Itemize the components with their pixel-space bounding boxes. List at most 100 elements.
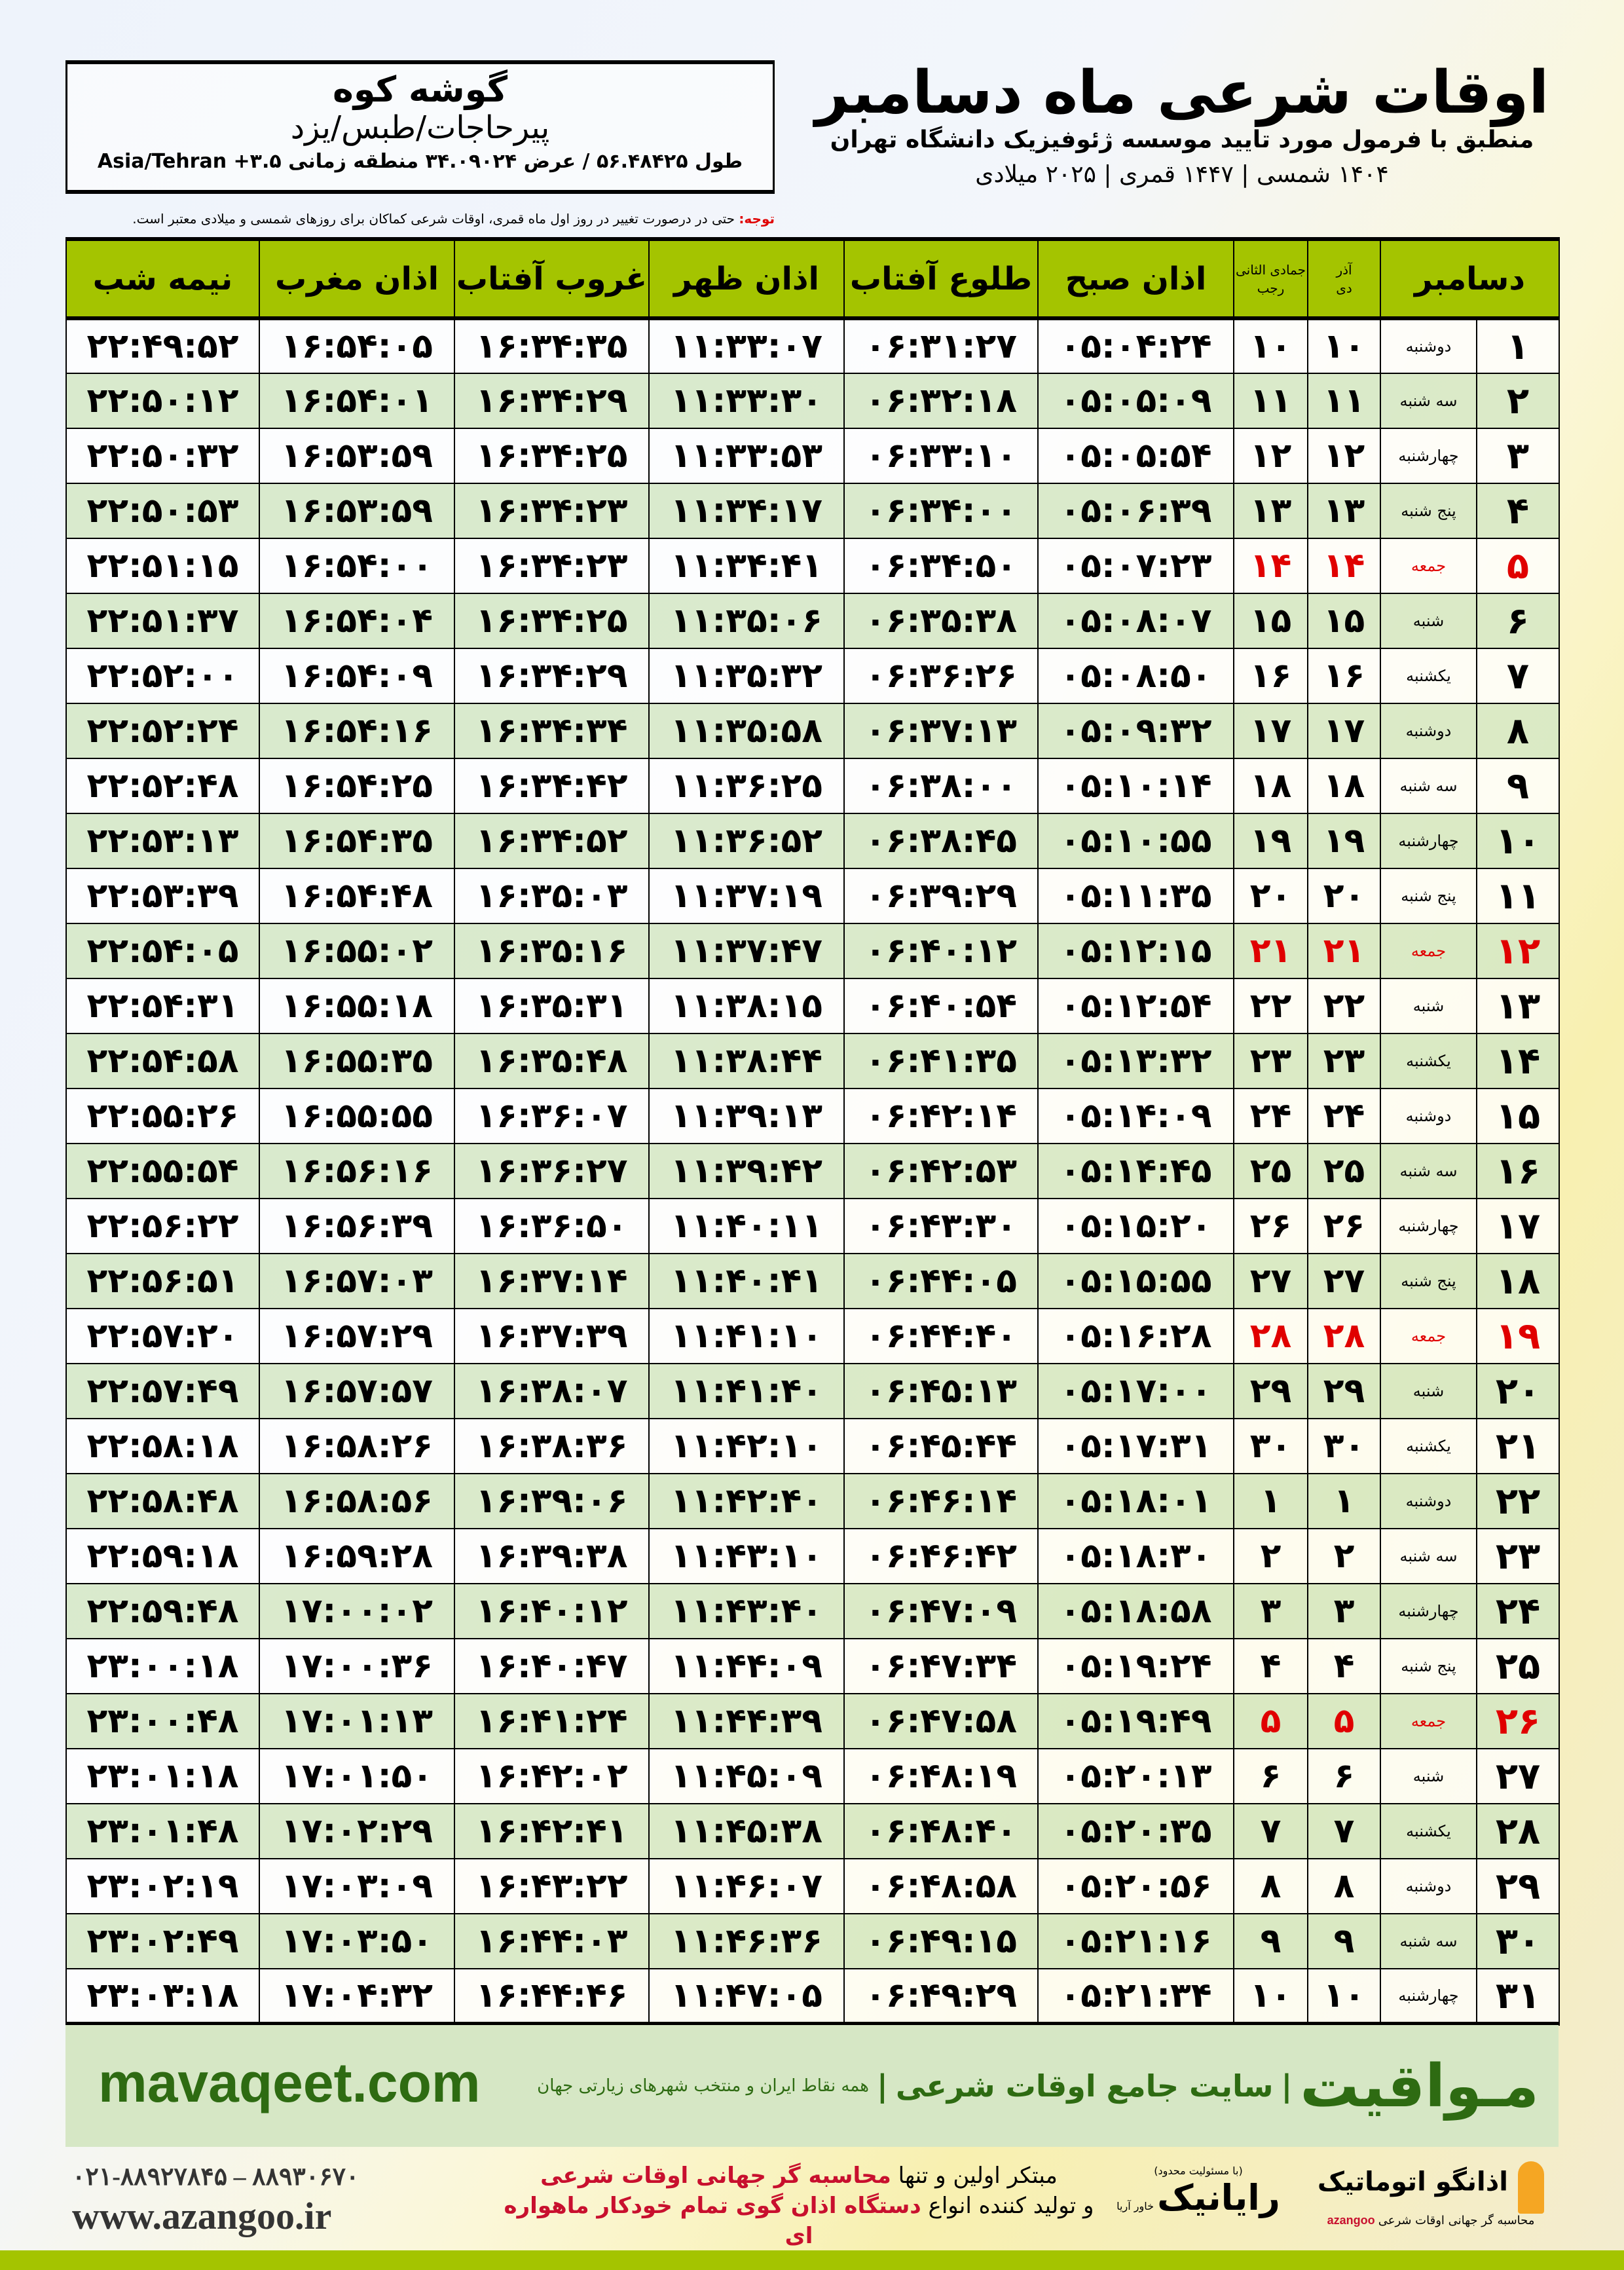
azan-sobh: ۰۵:۱۲:۵۴: [1037, 978, 1234, 1034]
note-label: توجه:: [739, 211, 775, 227]
page-title: اوقات شرعی ماه دسامبر: [815, 58, 1549, 127]
nime-shab: ۲۳:۰۲:۱۹: [65, 1858, 260, 1914]
ghorub-aftab: ۱۶:۳۹:۳۸: [454, 1528, 650, 1584]
azan-sobh: ۰۵:۲۱:۳۴: [1037, 1968, 1234, 2024]
dey-date: ۳: [1307, 1583, 1381, 1639]
weekday: جمعه: [1380, 1308, 1477, 1364]
tolu-aftab: ۰۶:۳۸:۴۵: [843, 813, 1039, 869]
azan-zohr: ۱۱:۳۴:۱۷: [648, 483, 845, 539]
weekday: جمعه: [1380, 923, 1477, 979]
nime-shab: ۲۲:۵۶:۵۱: [65, 1253, 260, 1309]
azan-sobh: ۰۵:۰۵:۵۴: [1037, 428, 1234, 484]
table-row: ۱۴ یکشنبه ۲۳ ۲۳ ۰۵:۱۳:۳۲ ۰۶:۴۱:۳۵ ۱۱:۳۸:۴۴ ۱۶:۳…: [65, 1033, 1560, 1089]
header-nime: نیمه شب: [65, 238, 260, 319]
azan-zohr: ۱۱:۳۶:۲۵: [648, 758, 845, 814]
weekday: دوشنبه: [1380, 703, 1477, 759]
site-url[interactable]: mavaqeet.com: [98, 2052, 481, 2113]
weekday: سه شنبه: [1380, 758, 1477, 814]
weekday: سه شنبه: [1380, 1143, 1477, 1199]
nime-shab: ۲۲:۵۰:۵۳: [65, 483, 260, 539]
weekday: چهارشنبه: [1380, 1583, 1477, 1639]
tolu-aftab: ۰۶:۳۷:۱۳: [843, 703, 1039, 759]
azan-maghrib: ۱۷:۰۲:۲۹: [259, 1803, 455, 1859]
rajab-date: ۲۸: [1233, 1308, 1308, 1364]
azan-zohr: ۱۱:۴۲:۱۰: [648, 1418, 845, 1474]
slogan-highlight: محاسبه گر جهانی اوقات شرعی: [540, 2163, 891, 2189]
azan-sobh: ۰۵:۱۸:۰۱: [1037, 1473, 1234, 1529]
azan-sobh: ۰۵:۰۷:۲۳: [1037, 538, 1234, 594]
azan-maghrib: ۱۶:۵۵:۵۵: [259, 1088, 455, 1144]
rayanik-name: رایانیک: [1157, 2177, 1280, 2218]
tagline: سایت جامع اوقات شرعی: [895, 2068, 1274, 2104]
table-row: ۳ چهارشنبه ۱۲ ۱۲ ۰۵:۰۵:۵۴ ۰۶:۳۳:۱۰ ۱۱:۳۳:۵۳ ۱۶:…: [65, 428, 1560, 484]
dey-date: ۲۹: [1307, 1363, 1381, 1419]
table-header-row: دسامبر آذر دی جمادی الثانی رجب اذان صبح طل…: [65, 238, 1560, 319]
ghorub-aftab: ۱۶:۳۴:۲۹: [454, 373, 650, 429]
weekday: پنج شنبه: [1380, 1638, 1477, 1694]
azan-maghrib: ۱۷:۰۰:۳۶: [259, 1638, 455, 1694]
rajab-date: ۱۲: [1233, 428, 1308, 484]
dey-date: ۴: [1307, 1638, 1381, 1694]
day-number: ۲۶: [1476, 1693, 1560, 1749]
location-name: گوشه کوه: [332, 69, 508, 110]
rajab-date: ۱: [1233, 1473, 1308, 1529]
tolu-aftab: ۰۶:۴۰:۵۴: [843, 978, 1039, 1034]
rajab-date: ۲۵: [1233, 1143, 1308, 1199]
azan-maghrib: ۱۶:۵۵:۱۸: [259, 978, 455, 1034]
table-row: ۲۰ شنبه ۲۹ ۲۹ ۰۵:۱۷:۰۰ ۰۶:۴۵:۱۳ ۱۱:۴۱:۴۰ ۱۶:۳۸:…: [65, 1363, 1560, 1419]
tolu-aftab: ۰۶:۴۸:۱۹: [843, 1748, 1039, 1804]
nime-shab: ۲۲:۵۹:۴۸: [65, 1583, 260, 1639]
dey-date: ۱۳: [1307, 483, 1381, 539]
azan-maghrib: ۱۶:۵۳:۵۹: [259, 428, 455, 484]
rajab-date: ۲۶: [1233, 1198, 1308, 1254]
azan-sobh: ۰۵:۱۷:۰۰: [1037, 1363, 1234, 1419]
rajab-date: ۲۹: [1233, 1363, 1308, 1419]
nime-shab: ۲۲:۵۵:۲۶: [65, 1088, 260, 1144]
ghorub-aftab: ۱۶:۴۱:۲۴: [454, 1693, 650, 1749]
ghorub-aftab: ۱۶:۳۴:۳۵: [454, 318, 650, 374]
tolu-aftab: ۰۶:۳۵:۳۸: [843, 593, 1039, 649]
header-maghrib: اذان مغرب: [259, 238, 455, 319]
tolu-aftab: ۰۶:۴۰:۱۲: [843, 923, 1039, 979]
nime-shab: ۲۲:۵۳:۳۹: [65, 868, 260, 924]
table-row: ۱۷ چهارشنبه ۲۶ ۲۶ ۰۵:۱۵:۲۰ ۰۶:۴۳:۳۰ ۱۱:۴۰:۱۱ ۱۶…: [65, 1198, 1560, 1254]
tolu-aftab: ۰۶:۴۲:۱۴: [843, 1088, 1039, 1144]
brand-logo: مـواقیت: [1300, 2051, 1539, 2121]
table-row: ۱ دوشنبه ۱۰ ۱۰ ۰۵:۰۴:۲۴ ۰۶:۳۱:۲۷ ۱۱:۳۳:۰۷ ۱۶:۳۴…: [65, 318, 1560, 374]
page-header: اوقات شرعی ماه دسامبر منطبق با فرمول مور…: [805, 60, 1559, 191]
header-sobh: اذان صبح: [1037, 238, 1234, 319]
header-rajab-label: رجب: [1257, 280, 1285, 296]
website[interactable]: www.azangoo.ir: [72, 2195, 332, 2238]
nime-shab: ۲۲:۵۷:۲۰: [65, 1308, 260, 1364]
dey-date: ۱۲: [1307, 428, 1381, 484]
azan-zohr: ۱۱:۳۸:۴۴: [648, 1033, 845, 1089]
nime-shab: ۲۲:۵۴:۰۵: [65, 923, 260, 979]
table-row: ۸ دوشنبه ۱۷ ۱۷ ۰۵:۰۹:۳۲ ۰۶:۳۷:۱۳ ۱۱:۳۵:۵۸ ۱۶:۳۴…: [65, 703, 1560, 759]
ghorub-aftab: ۱۶:۳۴:۲۳: [454, 538, 650, 594]
tolu-aftab: ۰۶:۳۴:۰۰: [843, 483, 1039, 539]
tolu-aftab: ۰۶:۴۷:۳۴: [843, 1638, 1039, 1694]
day-number: ۱۸: [1476, 1253, 1560, 1309]
azan-sobh: ۰۵:۰۵:۰۹: [1037, 373, 1234, 429]
day-number: ۱۷: [1476, 1198, 1560, 1254]
ghorub-aftab: ۱۶:۳۷:۳۹: [454, 1308, 650, 1364]
tolu-aftab: ۰۶:۳۳:۱۰: [843, 428, 1039, 484]
azangoo-sub: محاسبه گر جهانی اوقات شرعی: [1378, 2214, 1535, 2227]
azan-maghrib: ۱۶:۵۴:۰۴: [259, 593, 455, 649]
day-number: ۸: [1476, 703, 1560, 759]
nime-shab: ۲۲:۵۴:۵۸: [65, 1033, 260, 1089]
rajab-date: ۲۱: [1233, 923, 1308, 979]
dey-date: ۲۵: [1307, 1143, 1381, 1199]
note: توجه: حتی در درصورت تغییر در روز اول ماه…: [132, 211, 775, 227]
azan-zohr: ۱۱:۴۰:۱۱: [648, 1198, 845, 1254]
ghorub-aftab: ۱۶:۳۹:۰۶: [454, 1473, 650, 1529]
tolu-aftab: ۰۶:۴۶:۴۲: [843, 1528, 1039, 1584]
azan-maghrib: ۱۶:۵۸:۲۶: [259, 1418, 455, 1474]
azan-sobh: ۰۵:۱۱:۳۵: [1037, 868, 1234, 924]
azan-maghrib: ۱۶:۵۵:۳۵: [259, 1033, 455, 1089]
ghorub-aftab: ۱۶:۳۵:۴۸: [454, 1033, 650, 1089]
nime-shab: ۲۲:۵۹:۱۸: [65, 1528, 260, 1584]
azan-maghrib: ۱۷:۰۱:۵۰: [259, 1748, 455, 1804]
azan-maghrib: ۱۶:۵۶:۱۶: [259, 1143, 455, 1199]
rayanik-small: (با مسئولیت محدود): [1154, 2165, 1243, 2177]
